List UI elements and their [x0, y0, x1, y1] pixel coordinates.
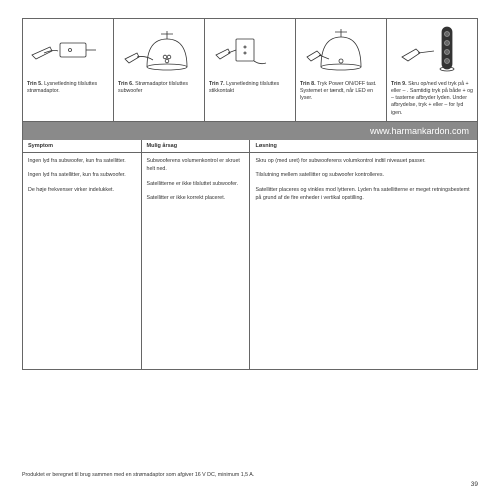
url-bar: www.harmankardon.com — [23, 122, 477, 140]
manual-page-frame: Trin 5. Lysnetledning tilsluttes strømad… — [22, 18, 478, 370]
header-cause: Mulig årsag — [141, 140, 250, 153]
step-7-illustration — [209, 23, 291, 75]
header-symptom: Symptom — [23, 140, 141, 153]
cell-symptom: Ingen lyd fra subwoofer, kun fra satelli… — [23, 152, 141, 368]
step-7-caption: Trin 7. Lysnetledning tilsluttes stikkon… — [209, 81, 291, 95]
step-9-caption: Trin 9. Skru op/ned ved tryk på + eller … — [391, 81, 473, 117]
page-number: 39 — [471, 481, 478, 488]
step-6-caption: Trin 6. Strømadaptor tilsluttes subwoofe… — [118, 81, 200, 95]
step-6-illustration — [118, 23, 200, 75]
brand-url: www.harmankardon.com — [370, 126, 469, 136]
cell-solution: Skru op (med uret) for subwooferens volu… — [250, 152, 477, 368]
troubleshooting-table: Symptom Mulig årsag Løsning Ingen lyd fr… — [23, 140, 477, 369]
step-5-caption: Trin 5. Lysnetledning tilsluttes strømad… — [27, 81, 109, 95]
table-row: Ingen lyd fra subwoofer, kun fra satelli… — [23, 152, 477, 368]
step-8-cell: Trin 8. Tryk Power ON/OFF tast. Systemet… — [296, 19, 387, 121]
cell-cause: Subwooferens volumenkontrol er skruet he… — [141, 152, 250, 368]
table-header-row: Symptom Mulig årsag Løsning — [23, 140, 477, 153]
step-8-caption: Trin 8. Tryk Power ON/OFF tast. Systemet… — [300, 81, 382, 102]
step-8-illustration — [300, 23, 382, 75]
step-6-cell: Trin 6. Strømadaptor tilsluttes subwoofe… — [114, 19, 205, 121]
footnote: Produktet er beregnet til brug sammen me… — [22, 472, 254, 478]
steps-row: Trin 5. Lysnetledning tilsluttes strømad… — [23, 19, 477, 122]
step-7-cell: Trin 7. Lysnetledning tilsluttes stikkon… — [205, 19, 296, 121]
step-9-illustration — [391, 23, 473, 75]
step-5-illustration — [27, 23, 109, 75]
step-9-cell: Trin 9. Skru op/ned ved tryk på + eller … — [387, 19, 477, 121]
header-solution: Løsning — [250, 140, 477, 153]
step-5-cell: Trin 5. Lysnetledning tilsluttes strømad… — [23, 19, 114, 121]
